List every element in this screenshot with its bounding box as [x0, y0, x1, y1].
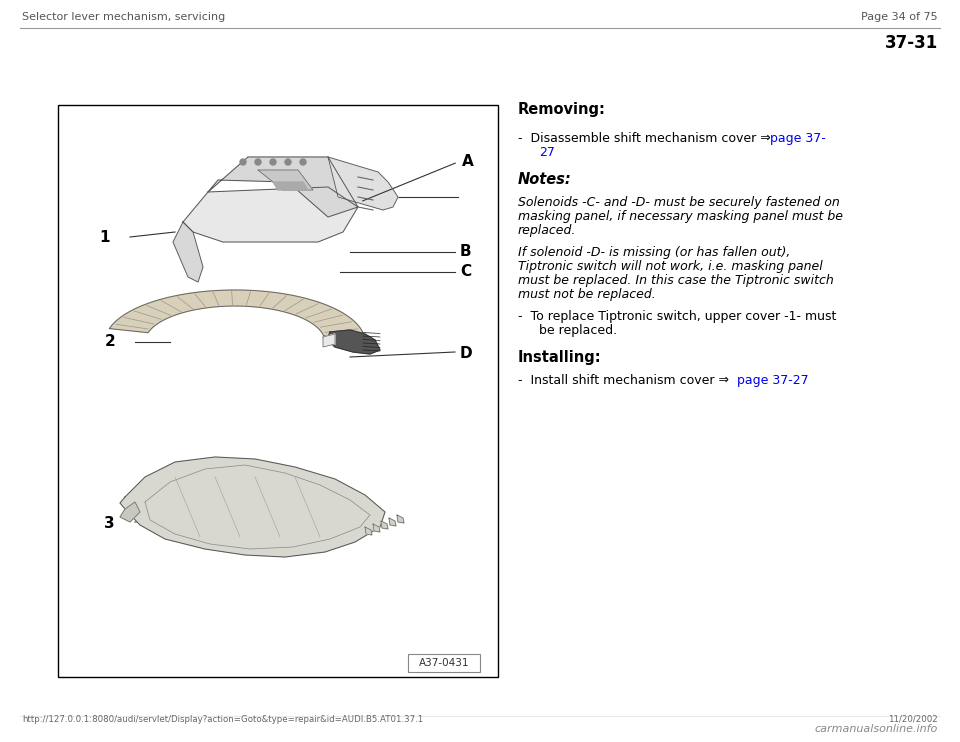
Text: 11/20/2002: 11/20/2002 — [888, 715, 938, 724]
Polygon shape — [389, 518, 396, 526]
Polygon shape — [173, 222, 203, 282]
Text: A37-0431: A37-0431 — [419, 658, 469, 668]
Polygon shape — [183, 187, 358, 242]
Polygon shape — [328, 157, 398, 210]
Bar — [408, 654, 480, 672]
Text: Removing:: Removing: — [518, 102, 606, 117]
Text: -  Install shift mechanism cover ⇒: - Install shift mechanism cover ⇒ — [518, 374, 733, 387]
Circle shape — [255, 159, 261, 165]
Text: B: B — [460, 245, 471, 260]
Circle shape — [285, 159, 291, 165]
Text: 37-31: 37-31 — [885, 34, 938, 52]
Circle shape — [240, 159, 246, 165]
Text: Page 34 of 75: Page 34 of 75 — [861, 12, 938, 22]
Text: masking panel, if necessary masking panel must be: masking panel, if necessary masking pane… — [518, 210, 843, 223]
Polygon shape — [109, 290, 363, 335]
Text: replaced.: replaced. — [518, 224, 576, 237]
Polygon shape — [397, 515, 404, 523]
Text: D: D — [460, 347, 472, 361]
Text: page 37-27: page 37-27 — [737, 374, 808, 387]
Text: Installing:: Installing: — [518, 350, 602, 365]
Polygon shape — [120, 502, 140, 522]
Circle shape — [270, 159, 276, 165]
Text: http://127.0.0.1:8080/audi/servlet/Display?action=Goto&type=repair&id=AUDI.B5.AT: http://127.0.0.1:8080/audi/servlet/Displ… — [22, 715, 423, 724]
Text: -  To replace Tiptronic switch, upper cover -1- must: - To replace Tiptronic switch, upper cov… — [518, 310, 836, 323]
Text: be replaced.: be replaced. — [539, 324, 617, 337]
Polygon shape — [208, 157, 358, 217]
Text: page 37-: page 37- — [770, 132, 826, 145]
Text: 2: 2 — [105, 335, 115, 349]
Bar — [58, 105, 498, 677]
Polygon shape — [273, 182, 308, 190]
Text: Solenoids -C- and -D- must be securely fastened on: Solenoids -C- and -D- must be securely f… — [518, 196, 840, 209]
Polygon shape — [365, 527, 372, 535]
Text: 3: 3 — [105, 516, 115, 531]
Polygon shape — [373, 524, 380, 532]
Polygon shape — [258, 170, 313, 190]
Text: -  Disassemble shift mechanism cover ⇒: - Disassemble shift mechanism cover ⇒ — [518, 132, 775, 145]
Text: Notes:: Notes: — [518, 172, 572, 187]
Text: A: A — [462, 154, 473, 169]
Text: Tiptronic switch will not work, i.e. masking panel: Tiptronic switch will not work, i.e. mas… — [518, 260, 823, 273]
Text: Selector lever mechanism, servicing: Selector lever mechanism, servicing — [22, 12, 226, 22]
Text: must not be replaced.: must not be replaced. — [518, 288, 656, 301]
Circle shape — [300, 159, 306, 165]
Text: 27: 27 — [539, 146, 555, 159]
Text: If solenoid -D- is missing (or has fallen out),: If solenoid -D- is missing (or has falle… — [518, 246, 790, 259]
Polygon shape — [120, 457, 385, 557]
Text: C: C — [460, 264, 471, 280]
Text: must be replaced. In this case the Tiptronic switch: must be replaced. In this case the Tiptr… — [518, 274, 833, 287]
Polygon shape — [381, 521, 388, 529]
Text: carmanualsonline.info: carmanualsonline.info — [815, 724, 938, 734]
Text: 1: 1 — [100, 229, 110, 245]
Polygon shape — [327, 330, 380, 354]
Polygon shape — [323, 334, 335, 347]
